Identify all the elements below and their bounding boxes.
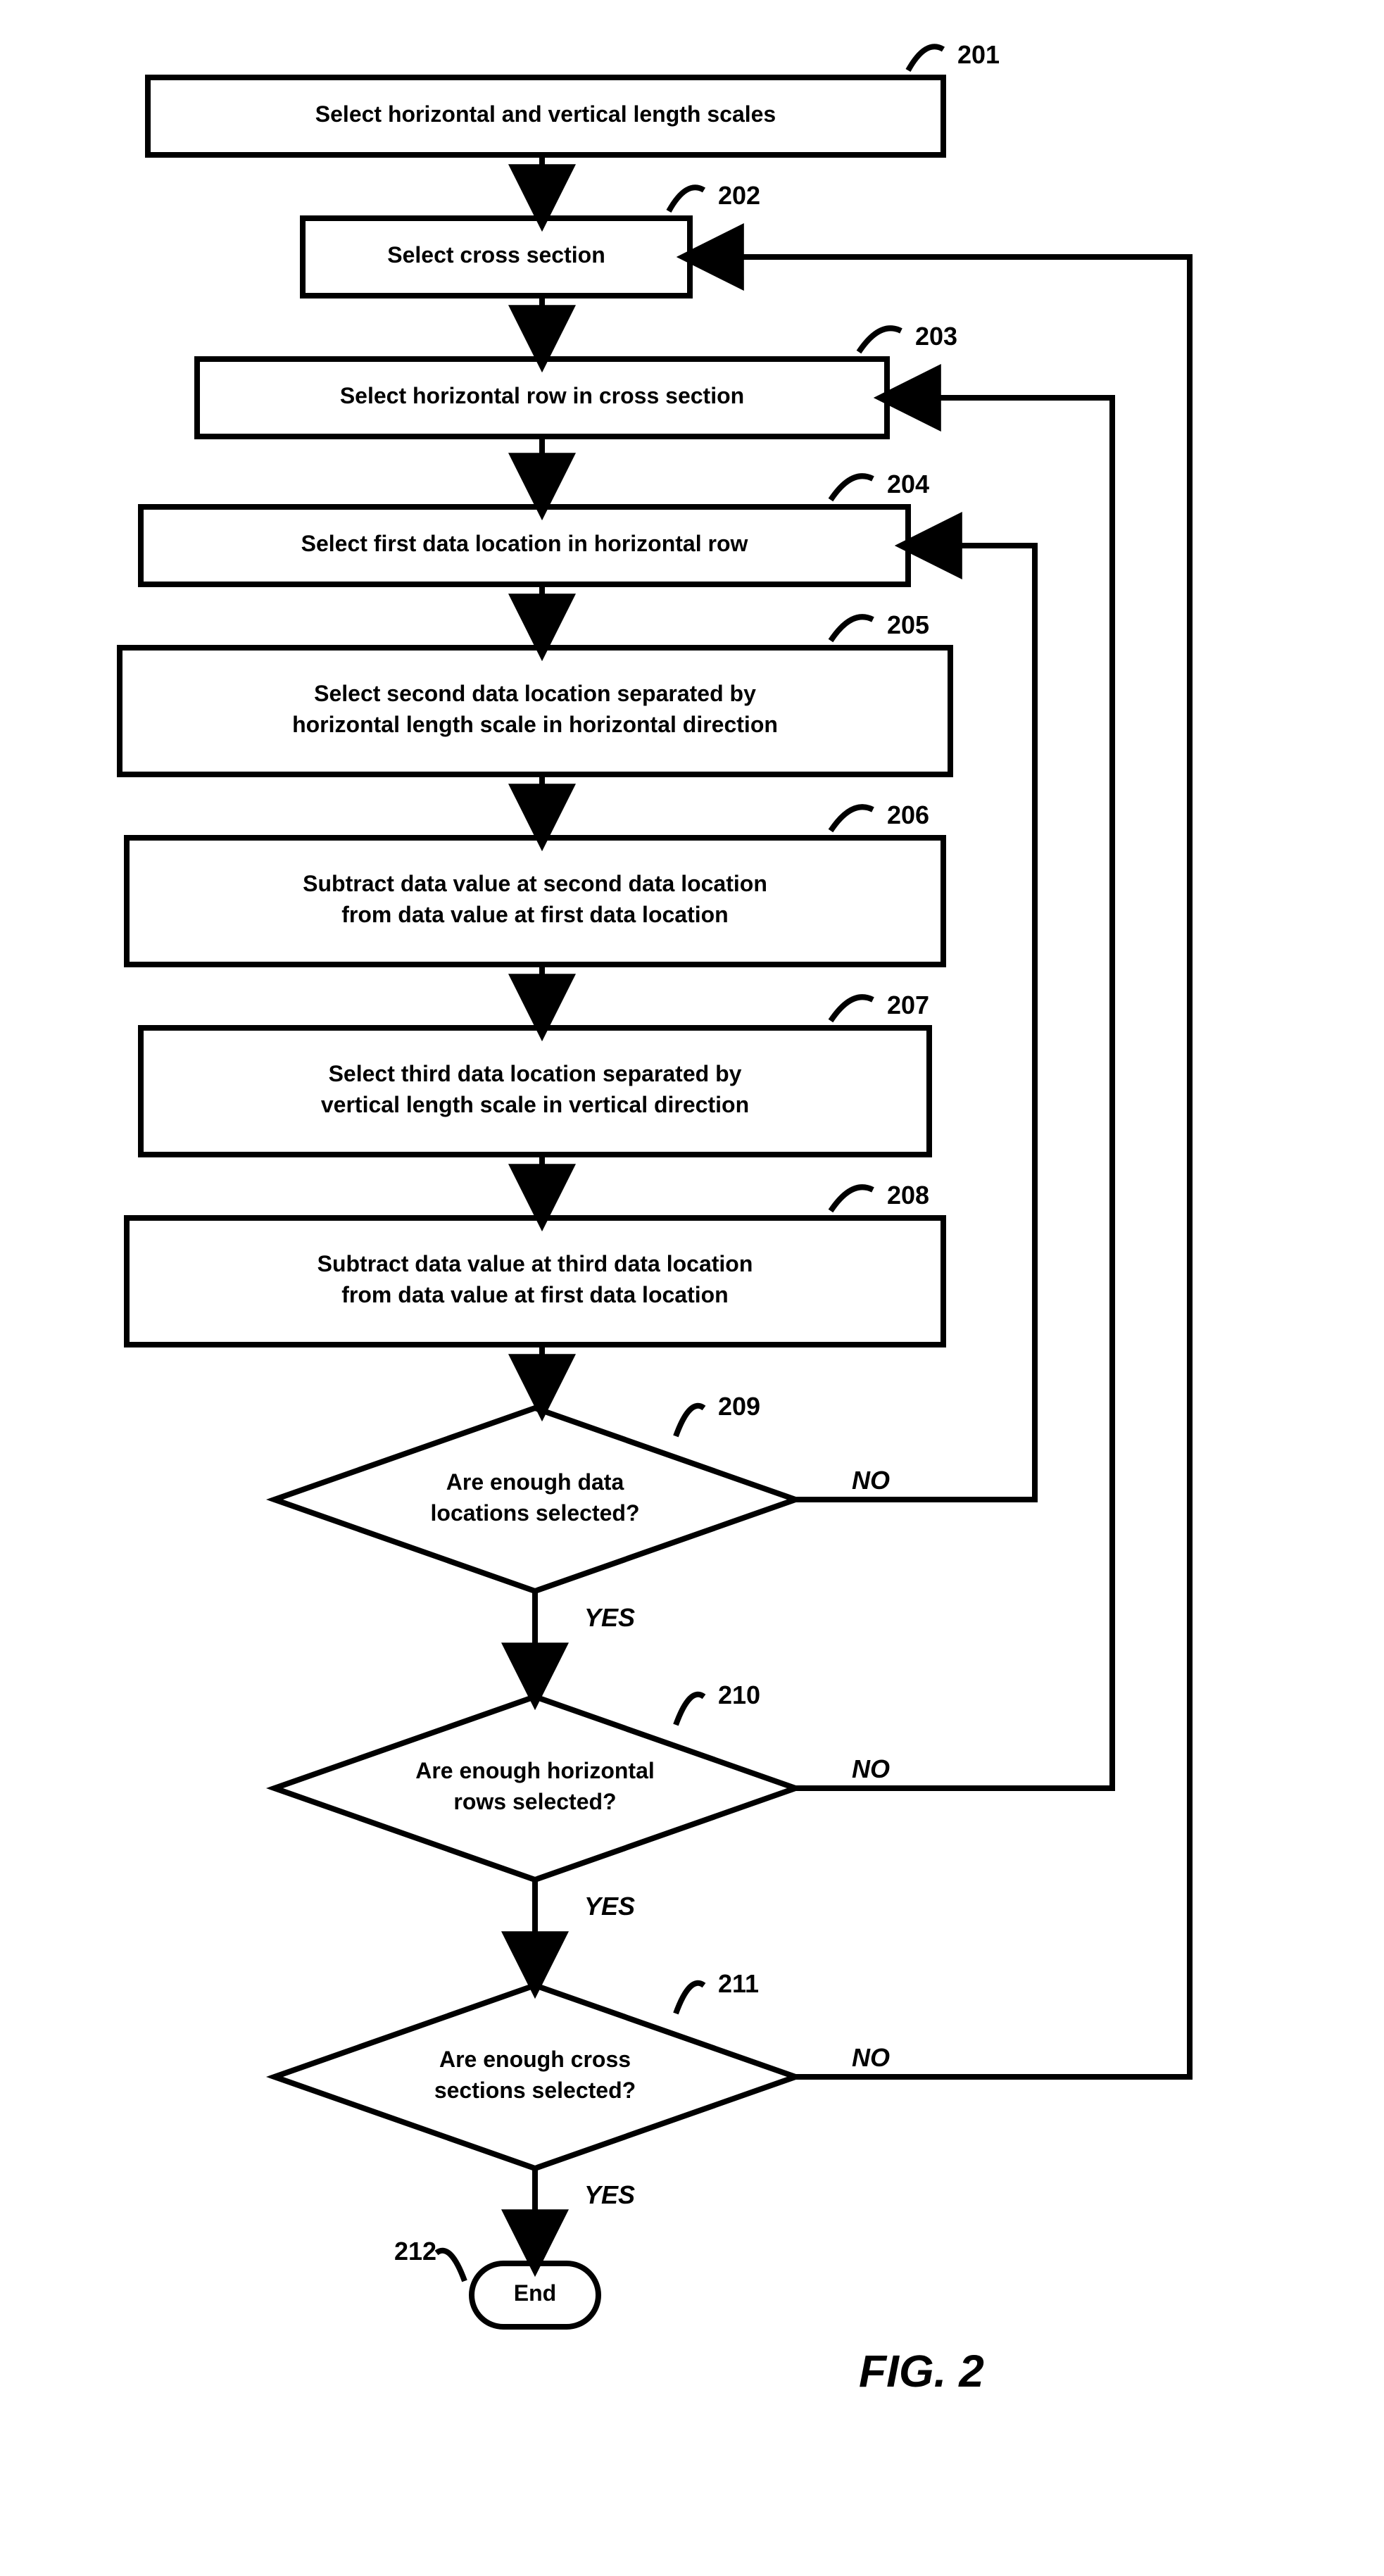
process-box-208 [127, 1218, 943, 1345]
refnum-202: 202 [718, 181, 760, 210]
process-text-201: Select horizontal and vertical length sc… [315, 101, 776, 127]
edge-label-209-204: NO [852, 1466, 890, 1495]
refnum-206: 206 [887, 800, 929, 829]
process-box-206 [127, 838, 943, 965]
refnum-lead-202 [669, 187, 704, 211]
refnum-lead-207 [831, 997, 873, 1021]
flowchart-canvas: Select horizontal and vertical length sc… [0, 0, 1384, 2576]
refnum-205: 205 [887, 610, 929, 639]
refnum-lead-201 [908, 46, 943, 70]
refnum-lead-212 [436, 2251, 465, 2281]
refnum-204: 204 [887, 470, 929, 498]
edge-label-210-203: NO [852, 1754, 890, 1783]
refnum-208: 208 [887, 1181, 929, 1210]
decision-diamond-211 [275, 1985, 795, 2168]
edge-label-210-211: YES [584, 1892, 635, 1921]
refnum-203: 203 [915, 322, 957, 351]
refnum-209: 209 [718, 1392, 760, 1421]
refnum-201: 201 [957, 40, 1000, 69]
figure-label: FIG. 2 [859, 2346, 984, 2396]
edge-label-209-210: YES [584, 1603, 635, 1632]
edge-label-211-202: NO [852, 2043, 890, 2072]
refnum-lead-211 [676, 1983, 704, 2013]
refnum-211: 211 [718, 1969, 759, 1998]
decision-diamond-210 [275, 1697, 795, 1880]
refnum-lead-208 [831, 1187, 873, 1211]
refnum-207: 207 [887, 991, 929, 1019]
process-box-207 [141, 1028, 929, 1155]
decision-diamond-209 [275, 1408, 795, 1591]
process-text-204: Select first data location in horizontal… [301, 531, 748, 556]
refnum-lead-204 [831, 476, 873, 500]
terminal-text-212: End [514, 2280, 556, 2306]
process-box-205 [120, 648, 950, 774]
refnum-lead-206 [831, 807, 873, 831]
refnum-lead-210 [676, 1695, 704, 1725]
refnum-lead-205 [831, 617, 873, 641]
process-text-202: Select cross section [387, 242, 605, 268]
edge-label-211-212: YES [584, 2180, 635, 2209]
refnum-210: 210 [718, 1680, 760, 1709]
refnum-212: 212 [394, 2237, 436, 2266]
process-text-203: Select horizontal row in cross section [340, 383, 744, 408]
refnum-lead-203 [859, 328, 901, 352]
refnum-lead-209 [676, 1406, 704, 1436]
